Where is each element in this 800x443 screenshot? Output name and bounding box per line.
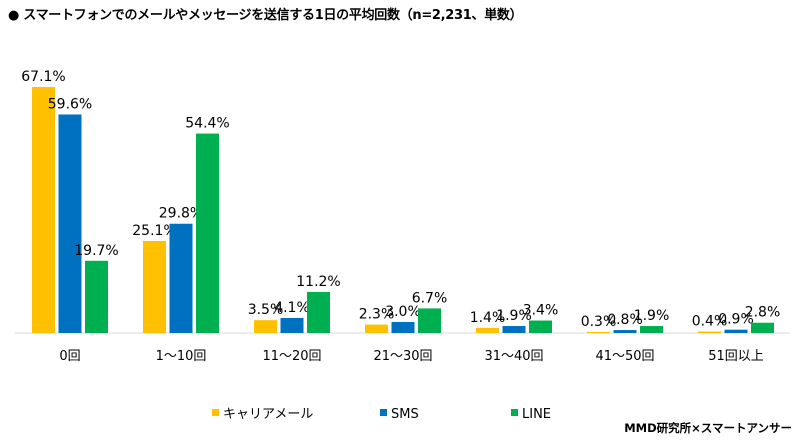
data-label: 54.4% [185, 116, 229, 132]
bar [58, 114, 82, 333]
legend-label: SMS [391, 407, 419, 422]
x-tick-label: 11～20回 [262, 349, 321, 364]
legend-label: キャリアメール [223, 407, 313, 422]
bar [587, 331, 610, 333]
x-tick-label: 41～50回 [595, 349, 654, 364]
x-tick-label: 31～40回 [484, 349, 543, 364]
bar [391, 322, 415, 333]
x-tick-label: 1～10回 [156, 349, 207, 364]
bar [502, 326, 526, 333]
data-label: 3.4% [523, 303, 559, 319]
bar [169, 223, 193, 333]
legend-label: LINE [522, 407, 551, 422]
bar [613, 330, 637, 333]
x-tick-label: 51回以上 [708, 349, 764, 364]
bar [307, 291, 330, 333]
data-label: 1.9% [634, 308, 670, 324]
legend-swatch [511, 409, 518, 416]
data-label: 3.5% [248, 302, 284, 318]
bar [254, 320, 277, 333]
data-label: 0.9% [718, 312, 754, 328]
data-label: 6.7% [412, 290, 448, 306]
x-tick-label: 0回 [59, 349, 80, 364]
bar [143, 240, 166, 333]
bar [365, 324, 388, 333]
bar [724, 329, 748, 333]
data-label: 2.3% [359, 307, 395, 323]
data-label: 4.1% [274, 300, 310, 316]
data-label: 29.8% [159, 206, 203, 222]
bar [698, 331, 721, 333]
data-label: 3.0% [385, 304, 421, 320]
bar [32, 87, 55, 333]
data-label: 1.4% [470, 310, 506, 326]
data-label: 0.4% [692, 314, 728, 330]
bar [640, 326, 663, 333]
data-label: 11.2% [296, 274, 340, 290]
bar [196, 133, 219, 333]
data-label: 19.7% [74, 243, 118, 259]
data-label: 25.1% [132, 223, 176, 239]
data-label: 67.1% [21, 69, 65, 85]
bar [280, 317, 304, 333]
source-credit: MMD研究所×スマートアンサー [624, 421, 792, 435]
data-label: 1.9% [496, 308, 532, 324]
bar [751, 322, 774, 333]
data-label: 0.8% [607, 312, 643, 328]
chart-title: ● スマートフォンでのメールやメッセージを送信する1日の平均回数（n=2,231… [8, 8, 523, 23]
x-tick-label: 21～30回 [373, 349, 432, 364]
data-label: 2.8% [745, 305, 781, 321]
legend-swatch [380, 409, 387, 416]
data-label: 59.6% [48, 96, 92, 112]
legend-swatch [212, 409, 219, 416]
data-label: 0.3% [581, 314, 617, 330]
bar [529, 320, 552, 333]
bar [85, 260, 108, 333]
bar [418, 308, 441, 333]
bar [476, 327, 499, 333]
